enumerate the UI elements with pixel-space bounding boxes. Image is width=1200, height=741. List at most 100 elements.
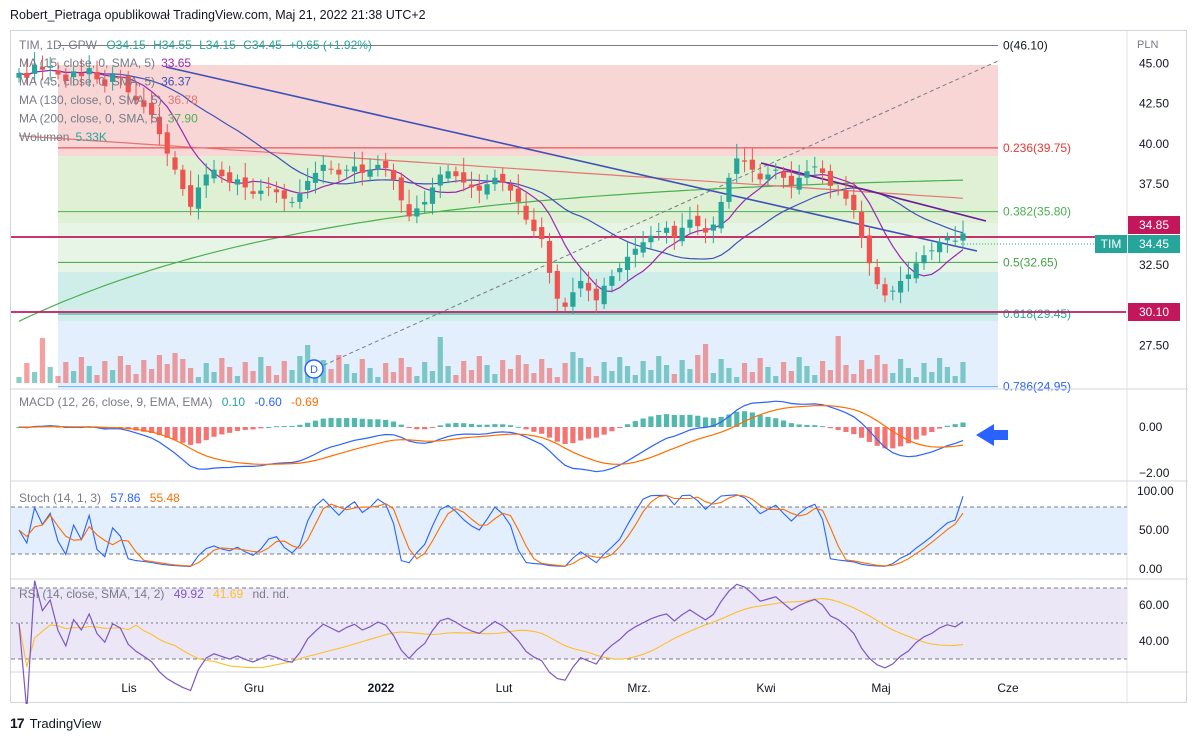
volume-bar <box>765 367 771 383</box>
macd-histogram-bar <box>702 417 709 427</box>
volume-bar <box>531 373 537 383</box>
macd-histogram-bar <box>632 421 638 427</box>
candle-body <box>936 242 943 253</box>
candle-body <box>219 169 225 177</box>
macd-histogram-bar <box>741 411 748 427</box>
candle-body <box>484 184 490 195</box>
tradingview-brand: TradingView <box>29 715 102 731</box>
candle-body <box>312 172 319 183</box>
price-tick-label: 40.00 <box>1139 137 1169 151</box>
candle-body <box>461 172 467 183</box>
candle-body <box>593 288 599 301</box>
macd-histogram-bar <box>383 419 389 427</box>
candle-body <box>445 171 451 179</box>
candle-body <box>913 263 919 279</box>
macd-signal-line <box>18 404 964 465</box>
candle-body <box>679 227 685 242</box>
candle-body <box>16 72 22 78</box>
macd-histogram-bar <box>796 424 802 427</box>
volume-bar <box>16 377 22 383</box>
ma-legend-label: MA (130, close, 0, SMA, 5) <box>19 93 162 107</box>
volume-bar <box>422 362 428 383</box>
candle-body <box>375 164 381 170</box>
macd-histogram-bar <box>804 424 810 427</box>
macd-histogram-bar <box>250 427 256 430</box>
volume-bar <box>94 375 100 383</box>
ma-legend-item: MA (200, close, 0, SMA, 5) 37.90 <box>19 112 198 126</box>
candle-body <box>78 73 85 77</box>
price-tick-label: 32.50 <box>1139 258 1169 272</box>
level-label-upper-box <box>1128 216 1180 234</box>
volume-bar <box>375 377 381 383</box>
volume-bar <box>632 375 638 383</box>
candle-body <box>780 171 787 178</box>
candle-body <box>562 302 568 307</box>
last-price-symbol-box <box>1095 235 1127 253</box>
macd-histogram-bar <box>710 418 716 427</box>
volume-bar <box>445 366 451 383</box>
dividend-marker-label: D <box>310 364 318 376</box>
macd-histogram-bar <box>320 418 326 427</box>
candle-body <box>156 116 163 135</box>
candle-body <box>414 208 420 217</box>
time-axis-label: Maj <box>871 681 890 695</box>
time-axis-label: Gru <box>244 681 264 695</box>
candle-body <box>422 201 428 205</box>
candle-body <box>617 268 623 273</box>
volume-bar <box>773 376 779 383</box>
volume-bar <box>211 372 217 383</box>
macd-histogram-bar <box>234 427 241 431</box>
candle-body <box>897 280 904 293</box>
candle-body <box>718 201 724 229</box>
volume-bar <box>227 367 233 383</box>
tradingview-logo[interactable]: 17 TradingView <box>10 713 101 733</box>
volume-bar <box>819 361 826 383</box>
macd-histogram-bar <box>55 426 61 428</box>
candle-body <box>305 180 311 191</box>
chart-frame: 0(46.10) 0.236(39.75) 0.382(35.80) 0.5(32.6… <box>10 30 1188 704</box>
macd-histogram-bar <box>406 427 412 429</box>
volume-bar <box>250 371 256 383</box>
volume-bar <box>468 370 475 383</box>
candle-body <box>804 171 810 178</box>
volume-bar <box>500 360 506 383</box>
volume-bar <box>539 359 545 383</box>
macd-histogram-bar <box>757 414 763 427</box>
rsi-tick-60: 60.00 <box>1139 598 1169 612</box>
macd-histogram-bar <box>289 425 295 427</box>
volume-bar <box>188 368 194 383</box>
stoch-tick-100: 100.00 <box>1137 484 1174 498</box>
chart-svg[interactable]: 0(46.10) 0.236(39.75) 0.382(35.80) 0.5(32.6… <box>11 31 1188 704</box>
volume-bar <box>843 365 849 383</box>
volume-bar <box>234 376 241 383</box>
candle-body <box>890 290 896 292</box>
macd-histogram-bar <box>765 416 771 427</box>
volume-bar <box>780 362 787 383</box>
macd-histogram-bar <box>297 424 303 427</box>
candle-body <box>601 285 607 305</box>
candle-body <box>656 230 662 232</box>
candle-body <box>500 173 506 183</box>
candle-body <box>383 160 389 169</box>
candle-body <box>905 274 911 280</box>
candle-body <box>663 227 670 233</box>
volume-bar <box>55 376 61 383</box>
volume-bar <box>882 364 888 383</box>
candle-body <box>141 100 147 107</box>
ma-legend-item: MA (45, close, 0, SMA, 5) 36.37 <box>19 75 191 89</box>
fib-band-382-5 <box>58 223 998 272</box>
volume-bar <box>640 361 646 383</box>
macd-histogram-bar <box>359 418 365 427</box>
candle-body <box>843 190 849 199</box>
volume-bar <box>585 367 592 383</box>
macd-histogram-bar <box>843 427 849 432</box>
candle-body <box>929 250 935 252</box>
candle-body <box>125 75 131 93</box>
candle-body <box>211 169 217 179</box>
ma-legend-item: MA (15, close, 0, SMA, 5) 33.65 <box>19 56 191 70</box>
volume-bar <box>141 360 147 383</box>
dividend-marker[interactable] <box>304 359 324 379</box>
candle-body <box>812 166 818 168</box>
candle-body <box>336 169 342 175</box>
volume-bar <box>367 368 373 383</box>
